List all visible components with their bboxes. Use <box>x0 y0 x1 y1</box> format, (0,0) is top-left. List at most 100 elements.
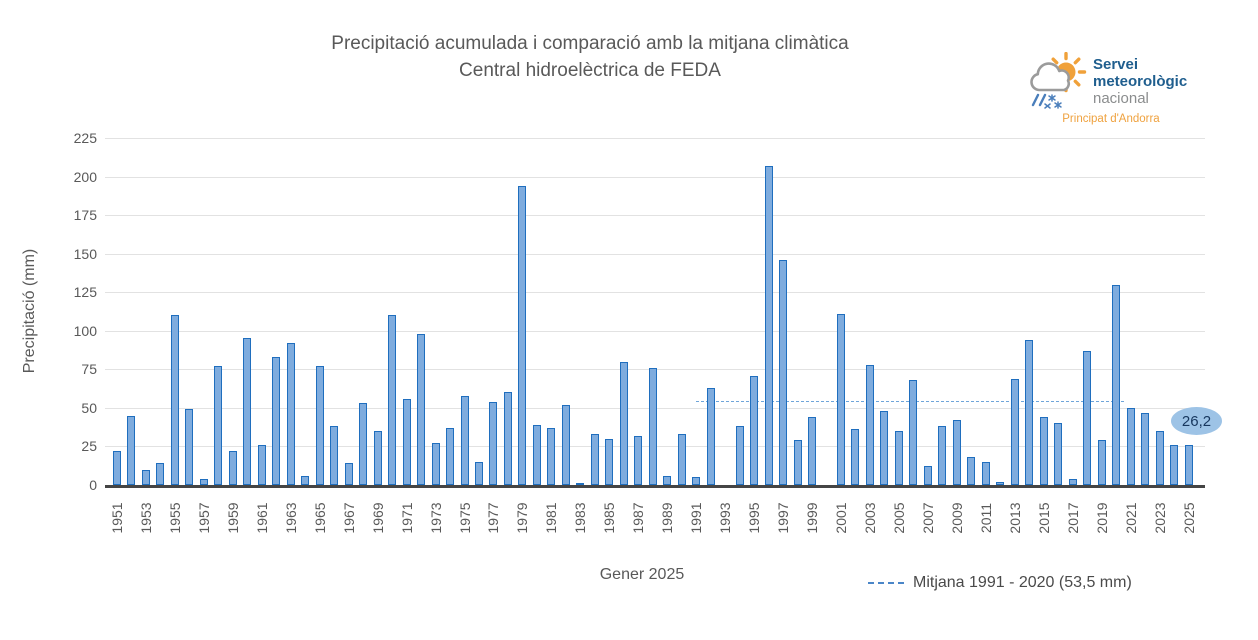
x-tick-label-2017: 2017 <box>1064 502 1081 534</box>
x-tick-label-1955: 1955 <box>166 502 183 534</box>
bar-1986 <box>619 361 628 485</box>
gridline-175 <box>105 215 1205 217</box>
x-tick-label-1957: 1957 <box>195 502 212 534</box>
logo-row: Servei meteorològic nacional <box>1026 52 1196 110</box>
bar-2024 <box>1170 444 1179 485</box>
bar-1972 <box>417 333 426 485</box>
y-tick-label-50: 50 <box>81 399 97 416</box>
bar-2010 <box>967 457 976 485</box>
x-tick-label-2011: 2011 <box>977 502 994 534</box>
bar-2008 <box>938 426 947 485</box>
x-tick-label-2005: 2005 <box>890 502 907 534</box>
bar-1955 <box>170 315 179 485</box>
bar-2023 <box>1155 431 1164 485</box>
bar-1975 <box>460 395 469 485</box>
x-tick-label-1959: 1959 <box>224 502 241 534</box>
x-tick-label-1997: 1997 <box>775 502 792 534</box>
annotation-bubble: 26,2 <box>1171 407 1222 435</box>
legend: Mitjana 1991 - 2020 (53,5 mm) <box>868 574 1132 592</box>
gridline-100 <box>105 330 1205 332</box>
bar-2001 <box>837 313 845 485</box>
y-tick-label-0: 0 <box>89 477 97 493</box>
y-tick-label-75: 75 <box>81 361 97 378</box>
x-tick-label-1951: 1951 <box>109 502 125 534</box>
bar-1976 <box>475 461 483 485</box>
bar-1997 <box>779 259 788 485</box>
bar-1963 <box>286 343 295 485</box>
x-tick-label-2023: 2023 <box>1151 502 1168 534</box>
y-tick-label-175: 175 <box>73 207 97 224</box>
bar-2022 <box>1141 412 1150 485</box>
bar-1981 <box>547 427 556 485</box>
x-tick-label-2009: 2009 <box>948 502 965 534</box>
x-tick-label-1981: 1981 <box>543 502 560 534</box>
bar-2012 <box>996 481 1005 485</box>
x-tick-label-1999: 1999 <box>804 502 821 534</box>
x-tick-label-1963: 1963 <box>282 502 299 534</box>
x-tick-label-1979: 1979 <box>514 502 531 534</box>
x-tick-label-2015: 2015 <box>1035 502 1052 534</box>
bar-1968 <box>359 403 368 485</box>
bar-1967 <box>344 463 353 485</box>
bar-2016 <box>1054 423 1063 485</box>
x-tick-label-2013: 2013 <box>1006 502 1023 534</box>
bar-1957 <box>199 478 208 485</box>
x-tick-label-2021: 2021 <box>1122 502 1139 534</box>
logo-name-line3: nacional <box>1093 89 1149 107</box>
x-tick-label-1961: 1961 <box>253 502 270 534</box>
bar-1951 <box>113 451 121 485</box>
x-tick-label-1977: 1977 <box>485 502 502 534</box>
bar-2006 <box>909 380 918 485</box>
bar-1953 <box>141 469 150 485</box>
x-tick-label-2019: 2019 <box>1093 502 1110 534</box>
bar-1994 <box>735 426 744 485</box>
annotation-value: 26,2 <box>1181 412 1212 430</box>
x-tick-label-1965: 1965 <box>311 502 328 534</box>
bar-2014 <box>1025 340 1034 485</box>
bar-1995 <box>750 375 759 485</box>
y-tick-label-125: 125 <box>73 284 97 301</box>
bar-1989 <box>663 475 672 485</box>
bar-1992 <box>706 387 715 485</box>
x-tick-label-1953: 1953 <box>137 502 154 534</box>
legend-label: Mitjana 1991 - 2020 (53,5 mm) <box>913 574 1132 591</box>
x-tick-label-1969: 1969 <box>369 502 386 534</box>
logo-subtitle: Principat d'Andorra <box>1062 113 1160 125</box>
x-tick-label-1995: 1995 <box>746 502 763 534</box>
bar-2021 <box>1126 407 1135 485</box>
bar-2003 <box>865 364 874 485</box>
bar-1965 <box>315 366 324 485</box>
bar-2017 <box>1068 478 1077 485</box>
x-tick-label-1983: 1983 <box>572 502 589 534</box>
x-tick-label-1985: 1985 <box>601 502 618 534</box>
y-tick-label-200: 200 <box>73 168 97 185</box>
bar-2025 <box>1184 444 1193 485</box>
bar-2004 <box>880 410 889 485</box>
y-axis-title: Precipitació (mm) <box>21 248 38 374</box>
x-tick-label-2001: 2001 <box>833 502 849 534</box>
x-axis-title: Gener 2025 <box>599 566 685 583</box>
chart-title: Precipitació acumulada i comparació amb … <box>0 30 1180 84</box>
bar-1970 <box>388 315 397 485</box>
gridline-125 <box>105 292 1205 294</box>
bar-1980 <box>532 424 541 485</box>
x-tick-label-2025: 2025 <box>1180 502 1197 534</box>
bar-1987 <box>634 435 643 485</box>
x-tick-label-1973: 1973 <box>427 502 444 534</box>
bar-1984 <box>590 434 599 485</box>
bar-1952 <box>127 415 136 485</box>
bar-1977 <box>489 401 498 485</box>
bar-1962 <box>272 356 281 485</box>
chart-title-line1: Precipitació acumulada i comparació amb … <box>331 33 849 54</box>
bar-2013 <box>1010 378 1019 485</box>
bar-2002 <box>851 429 860 485</box>
bar-1996 <box>764 165 773 485</box>
bar-1964 <box>301 475 310 485</box>
x-tick-label-1987: 1987 <box>630 502 647 534</box>
bar-1991 <box>692 477 701 485</box>
bar-1998 <box>793 440 802 485</box>
x-tick-label-1989: 1989 <box>659 502 676 534</box>
gridline-150 <box>105 253 1205 255</box>
x-tick-label-1971: 1971 <box>398 502 415 534</box>
